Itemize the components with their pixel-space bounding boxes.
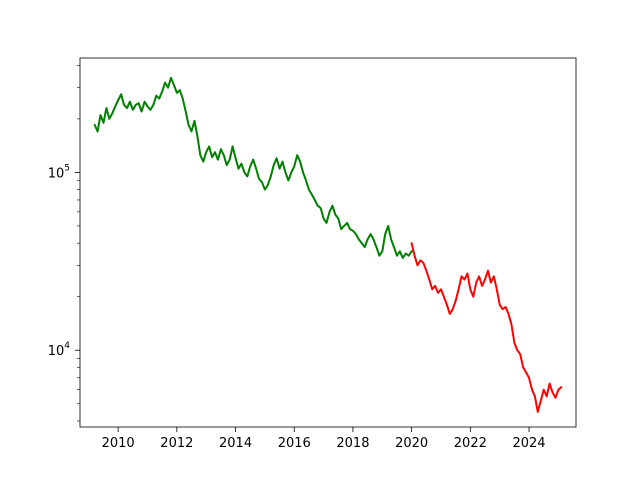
series-line-1: [93, 76, 413, 259]
x-axis: 2010 2012 2014 2016 2018 2020 2022 2024: [102, 427, 546, 451]
series-line-2: [410, 242, 563, 413]
x-tick-label: 2010: [102, 436, 135, 451]
axes-frame: [79, 57, 577, 428]
x-tick-label: 2020: [395, 436, 428, 451]
x-tick-label: 2016: [278, 436, 311, 451]
x-tick-label: 2012: [160, 436, 193, 451]
x-tick-label: 2022: [454, 436, 487, 451]
y-axis: 104 105: [48, 65, 80, 422]
y-tick-label: 105: [48, 163, 70, 181]
y-tick-label: 104: [48, 341, 71, 359]
x-tick-label: 2018: [336, 436, 369, 451]
x-tick-label: 2014: [219, 436, 252, 451]
x-tick-label: 2024: [512, 436, 545, 451]
series-layer: [93, 76, 563, 413]
